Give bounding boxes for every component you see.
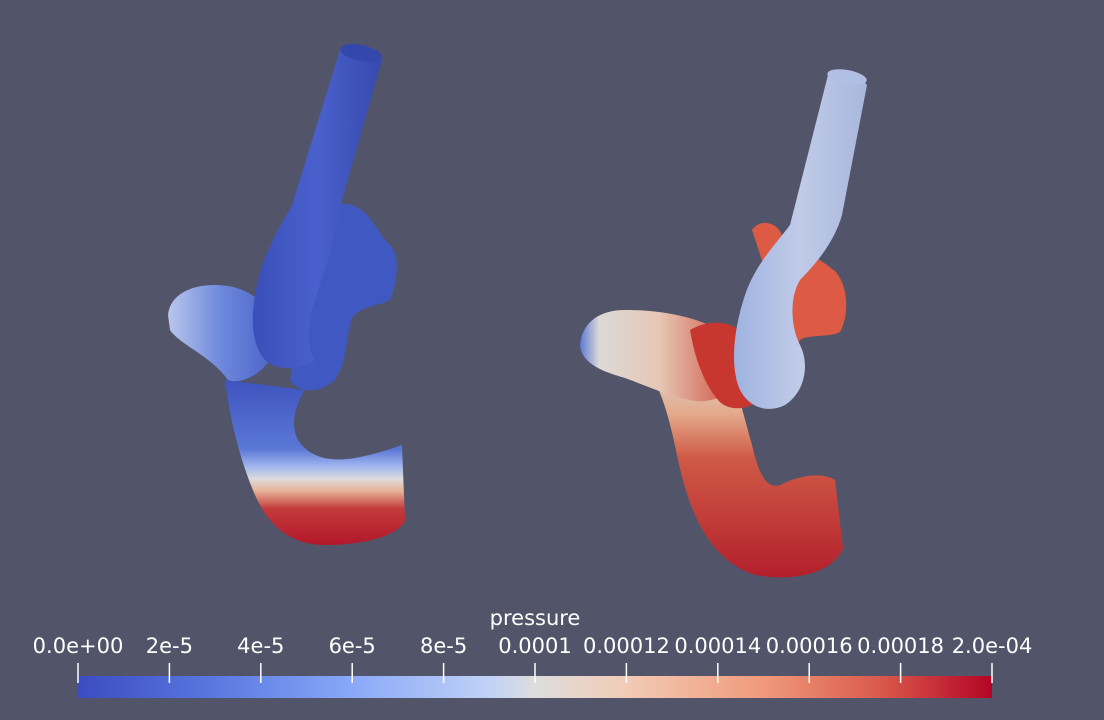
colorbar-tick-label: 0.0e+00 [32,634,124,658]
right-vessel-tube [734,72,867,409]
colorbar-tick-marks [77,663,993,683]
colorbar-tick-label: 2.0e-04 [951,634,1033,658]
colorbar-tick-label: 0.00016 [765,634,853,658]
left-tube-opening [340,44,382,62]
left-vessel-tube [252,48,382,369]
left-vessel-model[interactable] [168,41,405,545]
colorbar-gradient [78,676,992,698]
left-vessel-body [225,380,405,545]
colorbar-tick-label: 8e-5 [419,634,468,658]
colorbar-tick-label: 0.00018 [857,634,945,658]
colorbar-tick-label: 0.0001 [498,634,572,658]
colorbar-tick-label: 2e-5 [145,634,194,658]
colorbar-tick-label: 0.00012 [582,634,670,658]
right-tube-opening [827,69,867,85]
right-vessel-body [640,360,843,578]
color-legend [77,663,993,698]
right-vessel-model[interactable] [580,67,868,578]
colorbar-tick-label: 4e-5 [237,634,285,658]
left-vessel-branch [168,285,275,382]
colorbar-tick-label: 6e-5 [328,634,376,658]
colorbar-tick-label: 0.00014 [674,634,762,658]
colorbar-title: pressure [489,606,581,630]
